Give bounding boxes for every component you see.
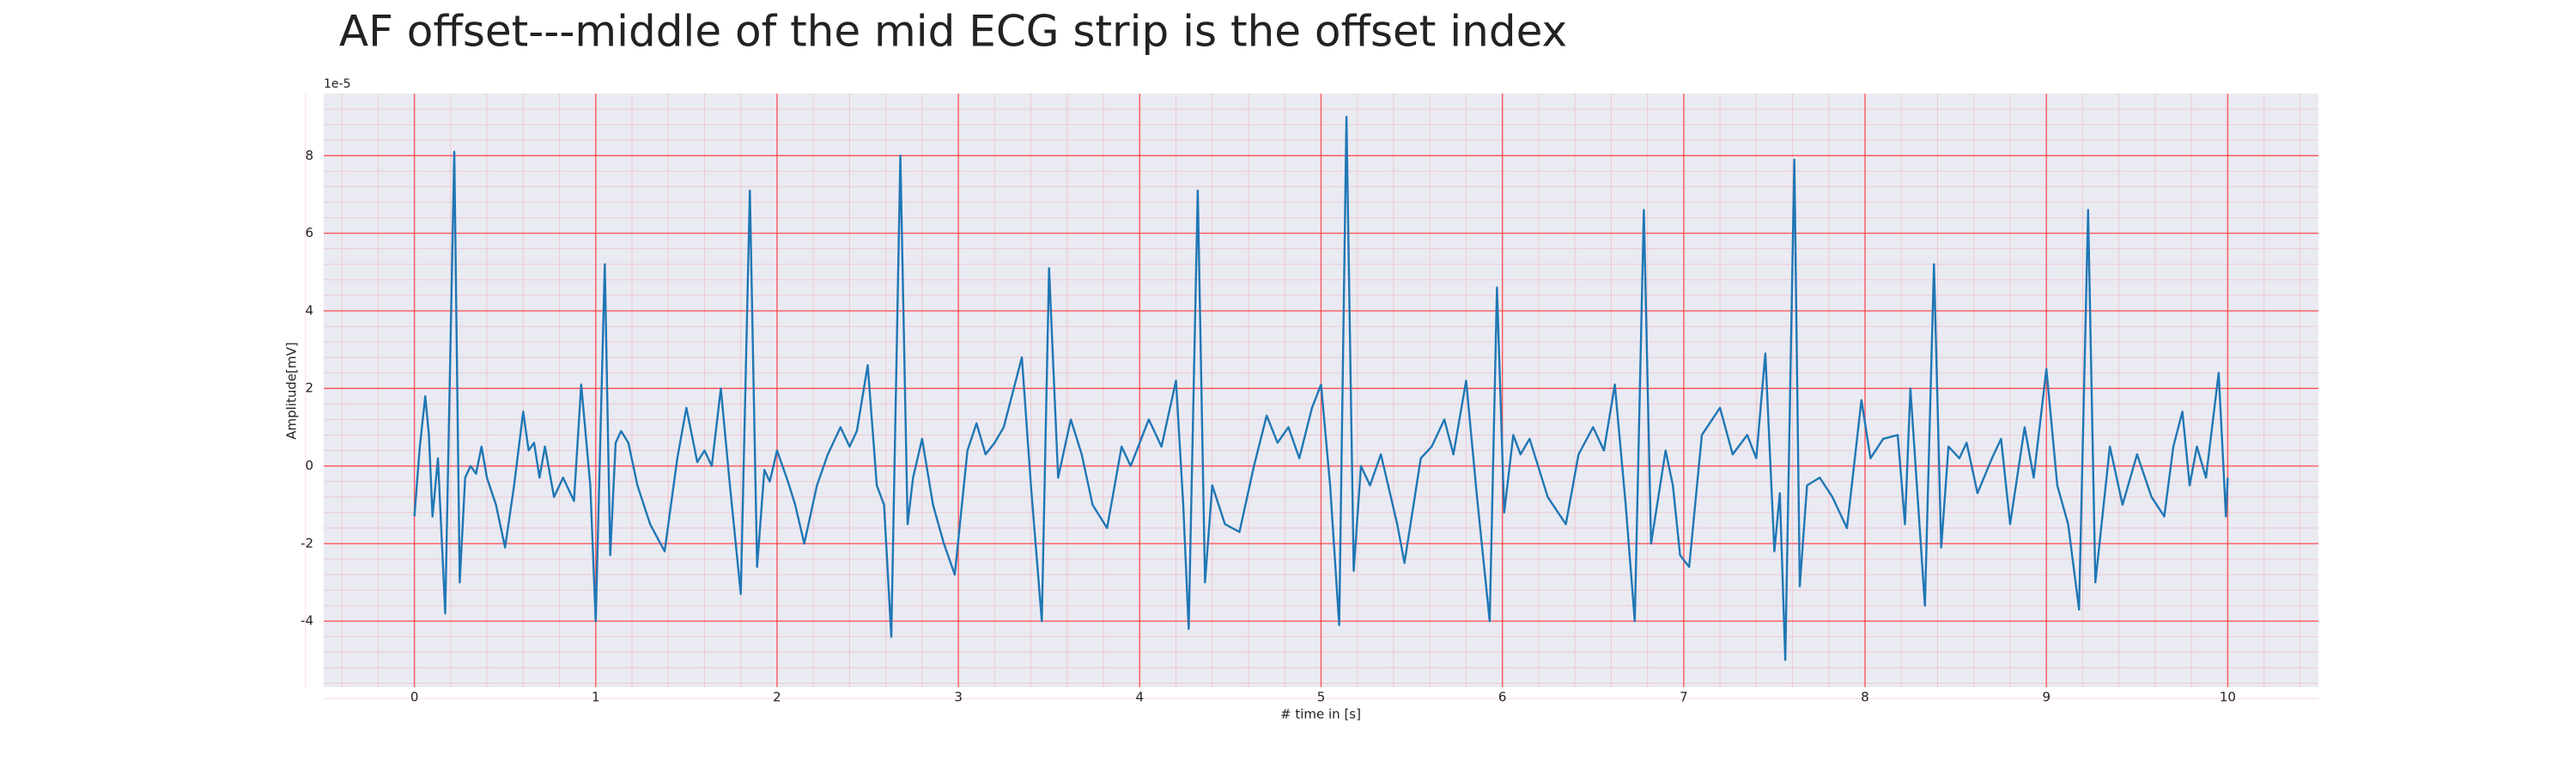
y-tick-label: 6	[305, 225, 313, 240]
ecg-line	[413, 115, 2229, 661]
x-axis-label: # time in [s]	[1280, 707, 1361, 722]
y-tick-label: 0	[305, 458, 313, 473]
x-tick-label: 5	[1317, 690, 1326, 705]
x-tick-label: 6	[1498, 690, 1507, 705]
y-offset-label: 1e-5	[324, 77, 350, 91]
y-axis-label: Amplitude[mV]	[284, 342, 300, 439]
y-tick-label: -4	[301, 613, 313, 629]
y-tick-label: -2	[301, 535, 313, 551]
x-tick-label: 2	[773, 690, 781, 705]
x-tick-label: 7	[1680, 690, 1688, 705]
y-tick-label: 4	[305, 302, 313, 318]
x-tick-label: 8	[1861, 690, 1869, 705]
x-tick-label: 3	[954, 690, 963, 705]
chart-title: AF offset---middle of the mid ECG strip …	[339, 7, 1567, 57]
y-tick-label: 2	[305, 380, 313, 396]
x-tick-label: 0	[410, 690, 419, 705]
x-tick-label: 9	[2042, 690, 2050, 705]
x-tick-label: 1	[592, 690, 600, 705]
y-tick-label: 8	[305, 148, 313, 163]
x-tick-label: 4	[1136, 690, 1145, 705]
x-tick-label: 10	[2220, 690, 2236, 705]
